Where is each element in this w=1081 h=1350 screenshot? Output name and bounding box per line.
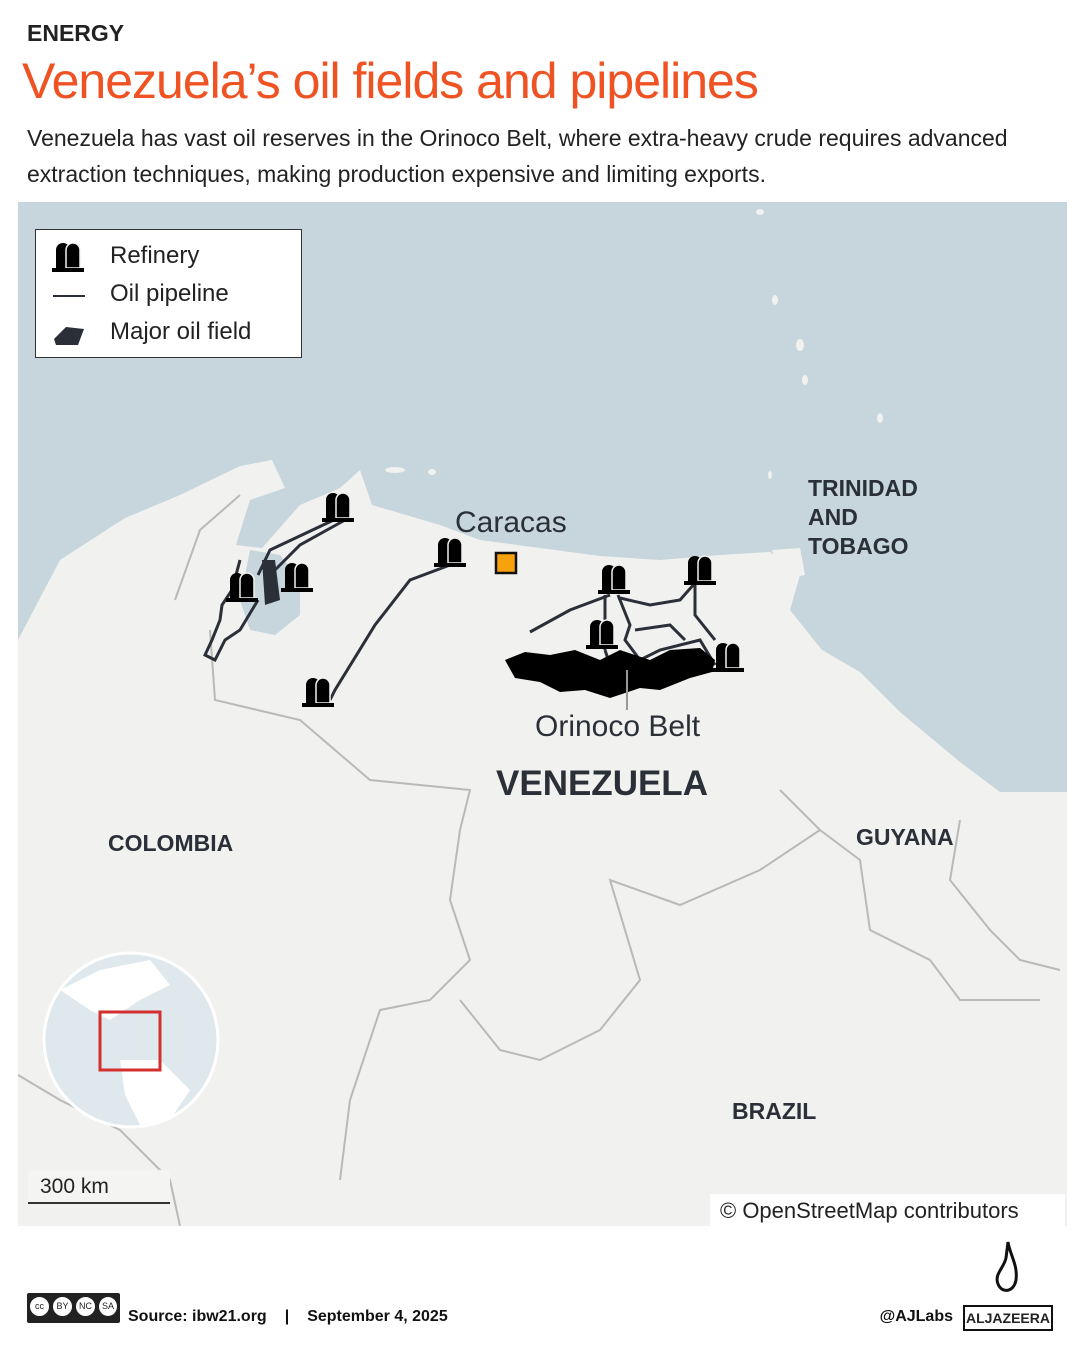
orinoco-belt-field: [505, 648, 715, 698]
gulf-field: [262, 560, 280, 605]
handle: @AJLabs: [879, 1308, 953, 1325]
refinery-icon: [226, 572, 259, 603]
source: Source: ibw21.org: [128, 1308, 267, 1325]
legend-pipeline: Oil pipeline: [110, 280, 229, 307]
cc-icon: cc: [29, 1296, 50, 1317]
caracas-marker: [494, 551, 518, 575]
map: [18, 202, 1067, 1226]
label-colombia: COLOMBIA: [108, 830, 234, 856]
label-line: TOBAGO: [808, 533, 909, 559]
date: September 4, 2025: [307, 1308, 448, 1325]
label-caracas: Caracas: [455, 506, 567, 539]
attribution: © OpenStreetMap contributors: [710, 1194, 1065, 1228]
footer-credits: Source: ibw21.org | September 4, 2025: [128, 1306, 448, 1328]
refinery-icon: [712, 642, 745, 673]
refinery-icon: [52, 242, 85, 273]
label-brazil: BRAZIL: [732, 1098, 817, 1124]
sa-icon: SA: [98, 1296, 118, 1317]
subtitle: Venezuela has vast oil reserves in the O…: [27, 125, 1008, 187]
kicker: ENERGY: [27, 20, 125, 46]
separator: |: [284, 1308, 290, 1325]
label-line: TRINIDAD: [808, 475, 918, 501]
aljazeera-logo: ALJAZEERA: [963, 1305, 1053, 1331]
borders: [18, 494, 1061, 1226]
page-title: Venezuela’s oil fields and pipelines: [22, 53, 759, 109]
by-icon: BY: [52, 1296, 73, 1317]
pipelines: [203, 516, 717, 701]
refinery-icon: [302, 677, 335, 708]
pipeline-line-icon: [53, 295, 85, 297]
cc-license-badge: cc BY NC SA: [27, 1293, 120, 1323]
refinery-icon: [684, 555, 717, 586]
locator-globe: [42, 951, 220, 1129]
trinidad-island: [772, 548, 805, 580]
refinery-icon: [598, 564, 631, 595]
legend-oil-field: Major oil field: [110, 318, 252, 345]
caribbean-islands: [385, 209, 883, 479]
land: [18, 460, 1067, 1226]
refinery-icon: [281, 562, 314, 593]
refinery-icon: [586, 619, 619, 650]
label-venezuela: VENEZUELA: [496, 764, 708, 803]
oil-field-icon: [54, 327, 84, 345]
label-guyana: GUYANA: [856, 824, 954, 850]
label-trinidad-tobago: TRINIDAD AND TOBAGO: [808, 474, 918, 561]
label-orinoco-belt: Orinoco Belt: [535, 710, 701, 743]
legend-refinery: Refinery: [110, 242, 200, 269]
scale-bar: 300 km: [28, 1170, 170, 1204]
label-line: AND: [808, 504, 858, 530]
nc-icon: NC: [75, 1296, 96, 1317]
refinery-icon: [434, 537, 467, 568]
legend: Refinery Oil pipeline Major oil field: [35, 229, 302, 358]
aljazeera-emblem-icon: [995, 1241, 1018, 1292]
refinery-icon: [322, 492, 355, 523]
